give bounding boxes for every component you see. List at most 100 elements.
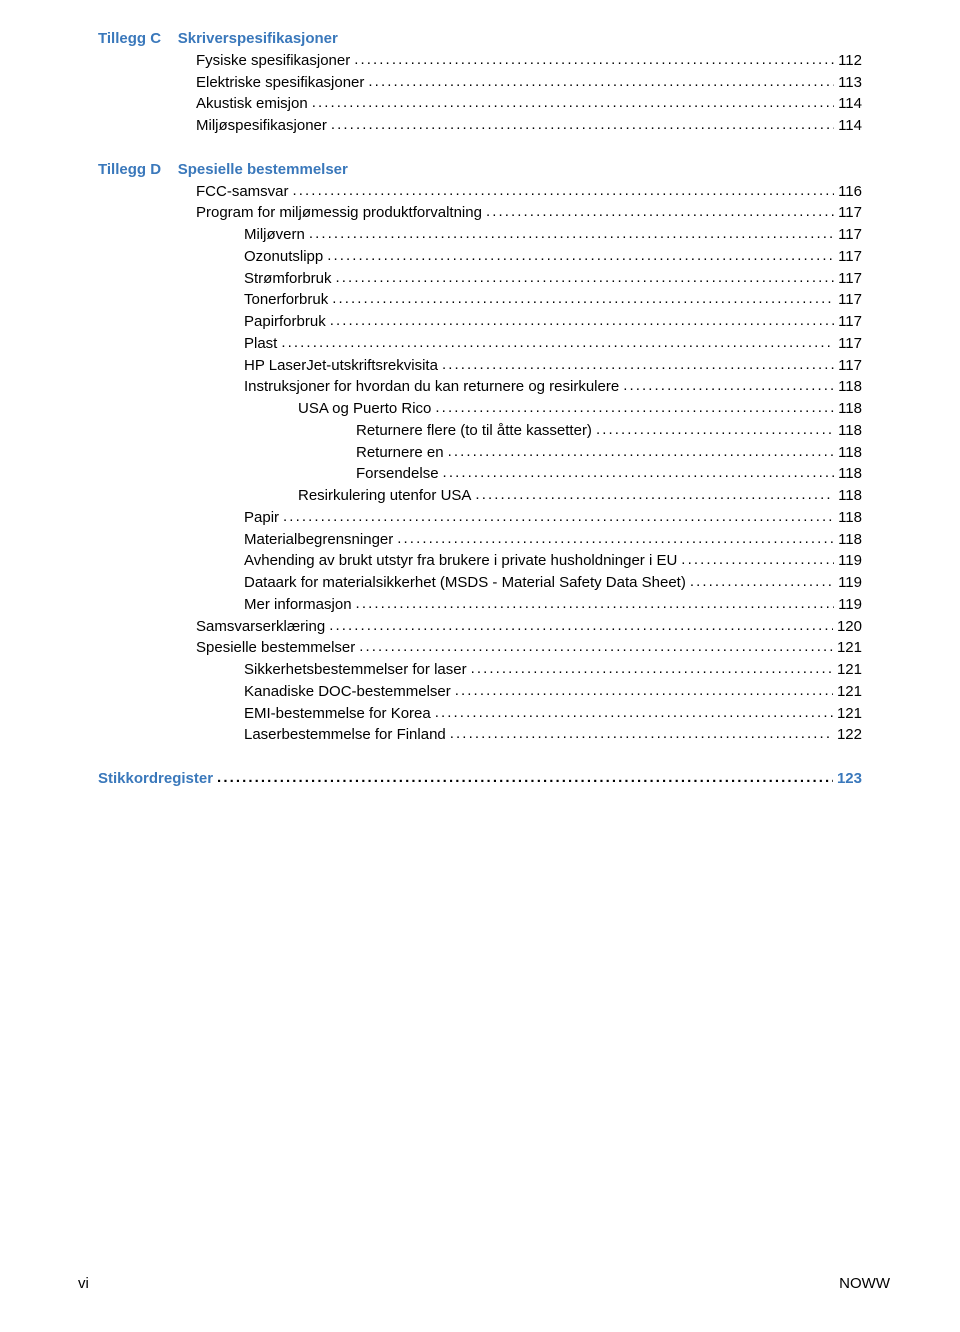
- footer-left: vi: [78, 1275, 89, 1292]
- toc-entry: Strømforbruk ...........................…: [98, 268, 862, 290]
- appendix-d-prefix: Tillegg D: [98, 161, 161, 178]
- toc-entry: Laserbestemmelse for Finland ...........…: [98, 724, 862, 746]
- toc-entry-page: 118: [838, 442, 862, 464]
- toc-entry-page: 121: [837, 637, 862, 659]
- toc-entry-page: 119: [838, 572, 862, 594]
- toc-entry-label: Sikkerhetsbestemmelser for laser: [244, 659, 467, 681]
- toc-entry: Papirforbruk ...........................…: [98, 311, 862, 333]
- toc-entry-label: Forsendelse: [356, 463, 439, 485]
- toc-entry-label: FCC-samsvar: [196, 181, 289, 203]
- toc-entry-page: 121: [837, 659, 862, 681]
- toc-entry-label: Mer informasjon: [244, 594, 352, 616]
- toc-entry-label: Miljøspesifikasjoner: [196, 115, 327, 137]
- leader-dots: ........................................…: [368, 71, 834, 93]
- toc-entry-page: 117: [838, 333, 862, 355]
- toc-entry-page: 122: [837, 724, 862, 746]
- toc-entry: Program for miljømessig produktforvaltni…: [98, 202, 862, 224]
- toc-entry-label: Strømforbruk: [244, 268, 332, 290]
- leader-dots: ........................................…: [283, 506, 834, 528]
- toc-entry: Papir ..................................…: [98, 507, 862, 529]
- toc-entry-page: 118: [838, 376, 862, 398]
- toc-entry-page: 114: [838, 93, 862, 115]
- toc-entry-page: 117: [838, 268, 862, 290]
- leader-dots: ........................................…: [359, 636, 833, 658]
- toc-entry-page: 117: [838, 202, 862, 224]
- toc-entry: Instruksjoner for hvordan du kan returne…: [98, 376, 862, 398]
- toc-entry: Ozonutslipp ............................…: [98, 246, 862, 268]
- leader-dots: ........................................…: [435, 702, 833, 724]
- toc-entry-label: Papirforbruk: [244, 311, 326, 333]
- toc-entry-page: 116: [838, 181, 862, 203]
- leader-dots: ........................................…: [596, 419, 834, 441]
- toc-entry-page: 117: [838, 289, 862, 311]
- toc-entry-label: Tonerforbruk: [244, 289, 328, 311]
- toc-entry: Miljøvern ..............................…: [98, 224, 862, 246]
- appendix-c-title: Skriverspesifikasjoner: [178, 30, 338, 47]
- toc-entry-label: Laserbestemmelse for Finland: [244, 724, 446, 746]
- toc-entry-label: Avhending av brukt utstyr fra brukere i …: [244, 550, 677, 572]
- appendix-d-title: Spesielle bestemmelser: [178, 161, 348, 178]
- toc-entry: Dataark for materialsikkerhet (MSDS - Ma…: [98, 572, 862, 594]
- toc-entry-label: USA og Puerto Rico: [298, 398, 431, 420]
- leader-dots: ........................................…: [681, 549, 834, 571]
- leader-dots: ........................................…: [397, 528, 834, 550]
- toc-entry-label: Miljøvern: [244, 224, 305, 246]
- toc-entry-page: 113: [838, 72, 862, 94]
- index-page: 123: [837, 768, 862, 790]
- page-footer: vi NOWW: [0, 1275, 960, 1292]
- leader-dots: ........................................…: [330, 310, 834, 332]
- toc-entry-page: 112: [838, 50, 862, 72]
- toc-entry-page: 118: [838, 398, 862, 420]
- toc-entry-page: 121: [837, 703, 862, 725]
- toc-entry: EMI-bestemmelse for Korea ..............…: [98, 703, 862, 725]
- leader-dots: ........................................…: [293, 180, 835, 202]
- toc-entry: USA og Puerto Rico .....................…: [98, 398, 862, 420]
- appendix-c-heading: Tillegg C Skriverspesifikasjoner: [98, 28, 862, 50]
- toc-entry-label: Dataark for materialsikkerhet (MSDS - Ma…: [244, 572, 686, 594]
- leader-dots: ........................................…: [329, 615, 833, 637]
- leader-dots: ........................................…: [281, 332, 834, 354]
- toc-entry-page: 118: [838, 485, 862, 507]
- toc-entry-page: 117: [838, 224, 862, 246]
- toc-entry: Akustisk emisjon .......................…: [98, 93, 862, 115]
- spacer: [98, 746, 862, 768]
- toc-entry: Samsvarserklæring ......................…: [98, 616, 862, 638]
- spacer: [98, 137, 862, 159]
- appendix-c-prefix: Tillegg C: [98, 30, 161, 47]
- toc-entry: Materialbegrensninger ..................…: [98, 529, 862, 551]
- leader-dots: ........................................…: [354, 49, 834, 71]
- toc-entry-page: 121: [837, 681, 862, 703]
- leader-dots: ........................................…: [331, 114, 834, 136]
- toc-entry-page: 120: [837, 616, 862, 638]
- toc-entry-label: EMI-bestemmelse for Korea: [244, 703, 431, 725]
- toc-entry: FCC-samsvar ............................…: [98, 181, 862, 203]
- toc-entry-label: Program for miljømessig produktforvaltni…: [196, 202, 482, 224]
- toc-entry-page: 118: [838, 463, 862, 485]
- leader-dots: ........................................…: [217, 767, 833, 789]
- leader-dots: ........................................…: [448, 441, 835, 463]
- toc-entry: Resirkulering utenfor USA ..............…: [98, 485, 862, 507]
- appendix-d-heading: Tillegg D Spesielle bestemmelser: [98, 159, 862, 181]
- toc-entry-page: 119: [838, 550, 862, 572]
- toc-entry: Fysiske spesifikasjoner ................…: [98, 50, 862, 72]
- toc-entry: HP LaserJet-utskriftsrekvisita .........…: [98, 355, 862, 377]
- toc-entry: Returnere en ...........................…: [98, 442, 862, 464]
- page: Tillegg C Skriverspesifikasjoner Fysiske…: [0, 0, 960, 1332]
- toc-entry-page: 117: [838, 311, 862, 333]
- toc-entry-label: Ozonutslipp: [244, 246, 323, 268]
- toc-entry-label: Materialbegrensninger: [244, 529, 393, 551]
- toc-entry-page: 118: [838, 507, 862, 529]
- leader-dots: ........................................…: [327, 245, 834, 267]
- toc-entry-label: Returnere en: [356, 442, 444, 464]
- leader-dots: ........................................…: [455, 680, 833, 702]
- toc-entry-page: 117: [838, 355, 862, 377]
- toc-entry-label: Elektriske spesifikasjoner: [196, 72, 364, 94]
- toc-entry: Forsendelse ............................…: [98, 463, 862, 485]
- leader-dots: ........................................…: [442, 354, 834, 376]
- leader-dots: ........................................…: [623, 375, 834, 397]
- toc-entry-label: Resirkulering utenfor USA: [298, 485, 471, 507]
- toc-entry: Mer informasjon ........................…: [98, 594, 862, 616]
- toc-entry-label: Samsvarserklæring: [196, 616, 325, 638]
- toc-entry-label: Plast: [244, 333, 277, 355]
- toc-entry: Spesielle bestemmelser .................…: [98, 637, 862, 659]
